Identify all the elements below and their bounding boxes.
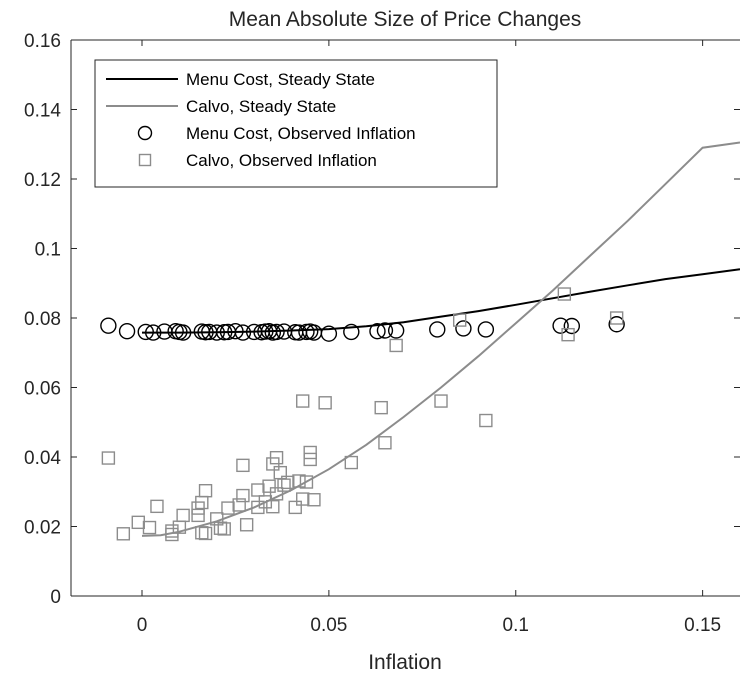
calvo-observed-point — [479, 413, 493, 428]
y-tick-label: 0.14 — [24, 101, 61, 122]
menu-cost-observed-point — [118, 323, 136, 340]
chart-title: Mean Absolute Size of Price Changes — [229, 8, 582, 31]
menu-cost-observed-point — [320, 325, 338, 342]
calvo-observed-point — [142, 520, 157, 535]
calvo-observed-point — [258, 495, 273, 509]
legend-label: Calvo, Observed Inflation — [186, 151, 377, 170]
x-tick-label: 0.05 — [310, 615, 347, 636]
calvo-observed-point — [303, 445, 317, 460]
menu-cost-observed-point — [100, 317, 117, 334]
y-tick-label: 0.12 — [24, 170, 61, 191]
menu-cost-observed-point — [376, 322, 394, 339]
calvo-observed-point — [176, 508, 190, 523]
calvo-observed-point — [269, 450, 284, 465]
calvo-observed-point — [236, 458, 250, 473]
legend-circle-swatch — [137, 125, 153, 141]
y-tick-label: 0 — [50, 587, 61, 608]
calvo-observed-point — [191, 508, 205, 523]
x-axis-title: Inflation — [368, 651, 442, 674]
calvo-observed-point — [236, 488, 250, 503]
calvo-observed-point — [281, 475, 295, 490]
calvo-observed-point — [198, 484, 213, 498]
menu-cost-steady-state-line — [142, 268, 740, 334]
y-tick-label: 0.04 — [24, 448, 61, 469]
calvo-observed-point — [318, 396, 332, 410]
calvo-observed-point — [434, 394, 448, 408]
x-tick-label: 0.1 — [503, 615, 529, 636]
calvo-observed-point — [452, 313, 467, 327]
menu-cost-observed-point — [477, 321, 495, 338]
calvo-observed-point — [557, 287, 572, 301]
calvo-observed-point — [251, 483, 265, 497]
legend: Menu Cost, Steady State Calvo, Steady Sta… — [94, 59, 498, 188]
menu-cost-observed-point — [429, 321, 446, 338]
menu-cost-observed-point — [234, 324, 252, 341]
calvo-observed-point — [378, 436, 392, 450]
y-tick-label: 0.16 — [24, 31, 61, 52]
calvo-observed-point — [288, 500, 302, 515]
y-tick-label: 0.1 — [35, 240, 61, 261]
calvo-observed-point — [165, 524, 179, 538]
calvo-observed-point — [374, 400, 388, 415]
calvo-observed-point — [303, 452, 317, 467]
calvo-observed-point — [262, 479, 276, 493]
calvo-observed-point — [239, 518, 254, 532]
x-tick-label: 0.15 — [684, 615, 721, 636]
legend-label: Calvo, Steady State — [186, 97, 336, 116]
calvo-observed-point — [296, 492, 310, 506]
legend-label: Menu Cost, Observed Inflation — [186, 124, 416, 143]
calvo-observed-point — [269, 487, 284, 501]
x-tick-label: 0 — [137, 615, 148, 636]
calvo-observed-point — [266, 499, 280, 514]
calvo-observed-point — [116, 527, 131, 541]
legend-label: Menu Cost, Steady State — [186, 70, 375, 89]
calvo-observed-point — [150, 499, 164, 514]
calvo-observed-point — [561, 327, 575, 342]
calvo-observed-point — [198, 526, 213, 541]
plot-area: 0 0.05 0.1 0.15 0 0.02 0.04 0.06 0.08 0.1 0.12 0.14… — [24, 31, 740, 636]
menu-cost-observed-point — [174, 324, 192, 341]
y-tick-label: 0.02 — [24, 518, 61, 539]
menu-cost-observed-point — [552, 317, 569, 334]
menu-cost-observed-point — [227, 323, 244, 340]
legend-box — [94, 59, 498, 188]
calvo-observed-point — [101, 451, 116, 465]
calvo-observed-point — [195, 526, 209, 540]
menu-cost-observed-point — [387, 322, 405, 339]
menu-cost-observed-point — [268, 323, 285, 341]
menu-cost-observed-point — [369, 323, 386, 340]
calvo-observed-point — [292, 474, 306, 488]
y-tick-label: 0.08 — [24, 309, 61, 330]
calvo-observed-point — [296, 394, 310, 408]
calvo-observed-point — [210, 512, 224, 526]
menu-cost-observed-point — [608, 316, 625, 333]
calvo-observed-point — [389, 338, 403, 353]
calvo-observed-point — [217, 522, 231, 536]
calvo-observed-point — [213, 521, 228, 535]
calvo-observed-point — [131, 515, 145, 530]
menu-cost-observed-point — [208, 324, 225, 341]
calvo-observed-point — [221, 501, 235, 515]
y-tick-label: 0.06 — [24, 379, 61, 400]
menu-cost-observed-point — [343, 323, 360, 341]
menu-cost-observed-point — [563, 317, 581, 335]
legend-square-swatch — [138, 153, 152, 167]
calvo-observed-point — [344, 455, 359, 470]
menu-cost-observed-point — [145, 324, 162, 341]
calvo-observed-point — [609, 311, 624, 325]
calvo-observed-point — [232, 498, 246, 512]
calvo-observed-point — [277, 478, 291, 492]
calvo-observed-point — [299, 475, 314, 489]
menu-cost-observed-point — [137, 323, 154, 341]
menu-cost-observed-point — [455, 320, 472, 337]
calvo-observed-point — [307, 493, 321, 507]
